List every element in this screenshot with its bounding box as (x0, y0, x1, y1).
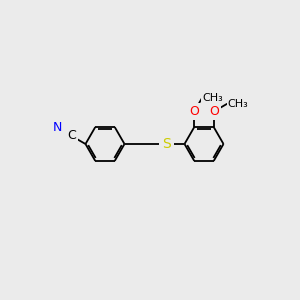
Text: S: S (162, 137, 171, 151)
Text: O: O (209, 105, 219, 118)
Text: C: C (67, 129, 76, 142)
Text: O: O (189, 105, 199, 118)
Text: CH₃: CH₃ (227, 99, 248, 109)
Text: CH₃: CH₃ (202, 93, 223, 103)
Text: N: N (53, 122, 62, 134)
